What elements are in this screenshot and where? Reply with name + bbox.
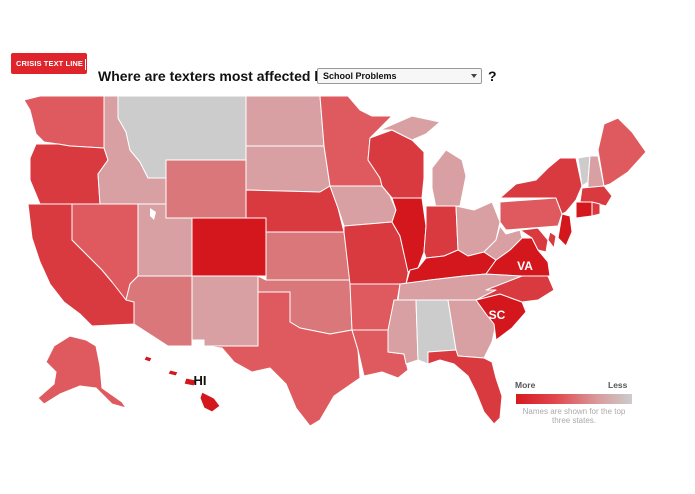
state-co[interactable]: [191, 217, 267, 277]
state-me[interactable]: [597, 117, 647, 187]
state-fl[interactable]: [427, 349, 503, 425]
state-il[interactable]: [391, 197, 427, 273]
state-de[interactable]: [547, 231, 557, 249]
state-or[interactable]: [29, 143, 109, 205]
topic-select-value: School Problems: [323, 71, 397, 81]
state-label-va: VA: [517, 259, 533, 273]
state-ny[interactable]: [499, 157, 583, 215]
question-mark: ?: [488, 68, 497, 84]
state-mi[interactable]: [379, 115, 467, 209]
state-nj[interactable]: [557, 213, 573, 247]
state-wy[interactable]: [165, 159, 247, 219]
state-nm[interactable]: [191, 275, 259, 347]
crisis-text-line-logo[interactable]: CRISIS TEXT LINE: [11, 53, 87, 74]
state-wa[interactable]: [23, 95, 105, 149]
state-ks[interactable]: [265, 231, 351, 281]
state-in[interactable]: [423, 205, 459, 259]
legend-note: Names are shown for the top three states…: [522, 407, 626, 425]
logo-text: CRISIS TEXT LINE: [16, 59, 84, 68]
state-ct[interactable]: [575, 201, 593, 219]
legend-gradient-bar: [516, 394, 632, 404]
state-pa[interactable]: [499, 197, 563, 231]
state-label-hi: HI: [194, 373, 207, 388]
state-md[interactable]: [505, 227, 549, 253]
state-nd[interactable]: [245, 95, 325, 147]
state-label-sc: SC: [489, 308, 506, 322]
state-az[interactable]: [125, 275, 193, 347]
topic-select[interactable]: School Problems: [317, 68, 482, 84]
state-ri[interactable]: [591, 201, 601, 217]
legend-more-label: More: [515, 380, 536, 390]
legend-less-label: Less: [608, 380, 628, 390]
logo-cursor-bar: [85, 58, 87, 70]
question-text: Where are texters most affected by: [98, 68, 331, 84]
state-tx[interactable]: [203, 291, 361, 427]
state-hi[interactable]: [143, 355, 221, 413]
state-sd[interactable]: [245, 145, 331, 193]
great-salt-lake-mark: [150, 208, 156, 220]
state-ak[interactable]: [37, 335, 127, 409]
chevron-down-icon[interactable]: [471, 74, 477, 78]
